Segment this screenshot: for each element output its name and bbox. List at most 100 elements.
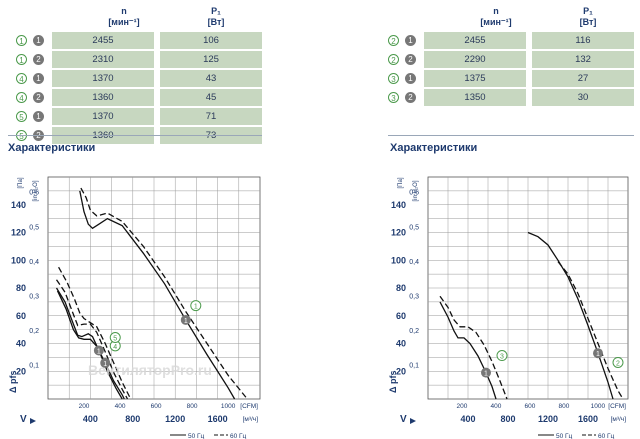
curve-marker-label: 1 xyxy=(97,348,101,355)
inh2o-tick-label: 0,4 xyxy=(29,259,39,266)
reference-badge: 2 xyxy=(388,35,399,46)
power-cell: 132 xyxy=(532,51,634,68)
m3h-tick-label: 400 xyxy=(460,414,475,424)
curve-marker xyxy=(100,357,111,368)
cfm-tick-label: 200 xyxy=(457,403,468,410)
power-cell: 125 xyxy=(160,51,262,68)
x-axis-arrow xyxy=(410,418,416,424)
watermark-text: ВентиляторPro.ru xyxy=(88,362,212,378)
reference-badge: 2 xyxy=(388,54,399,65)
m3h-tick-label: 400 xyxy=(83,414,98,424)
header-speed: n [мин⁻¹] xyxy=(480,6,512,27)
curve-badge: 1 xyxy=(33,35,44,46)
reference-marker-label: 5 xyxy=(113,336,117,343)
inh2o-tick-label: 0,3 xyxy=(409,293,419,300)
curve-marker xyxy=(93,345,104,356)
reference-badge: 5 xyxy=(16,111,27,122)
x-axis-title: V xyxy=(20,414,27,425)
m3h-tick-label: 800 xyxy=(125,414,140,424)
x-axis-arrow xyxy=(30,418,36,424)
curve-5-2-dashed xyxy=(58,266,132,400)
cfm-tick-label: 1000 xyxy=(591,403,606,410)
inh2o-unit-label: [in H₂O] xyxy=(33,180,39,201)
speed-cell: 2290 xyxy=(424,51,526,68)
m3h-tick-label: 800 xyxy=(500,414,515,424)
reference-marker xyxy=(496,350,508,362)
pa-tick-label: 100 xyxy=(391,255,406,265)
m3h-unit-label: [м³/ч] xyxy=(243,416,259,423)
inh2o-tick-label: 0,2 xyxy=(29,328,39,335)
inh2o-tick-label: 0,3 xyxy=(29,293,39,300)
cfm-unit-label: [CFM] xyxy=(608,403,626,410)
curve-marker xyxy=(481,367,491,378)
speed-cell: 2455 xyxy=(52,32,154,49)
pa-tick-label: 120 xyxy=(11,228,26,238)
header-power: P₁ [Вт] xyxy=(207,6,225,27)
pa-tick-label: 20 xyxy=(396,366,406,376)
inh2o-unit-label: [in H₂O] xyxy=(413,180,419,201)
curve-4-1-solid xyxy=(55,287,123,400)
speed-cell: 1350 xyxy=(424,89,526,106)
curve-4-2-dashed xyxy=(55,279,129,400)
curve-1-1-solid xyxy=(79,190,236,400)
inh2o-tick-label: 0,2 xyxy=(409,328,419,335)
curve-marker-label: 1 xyxy=(596,351,600,358)
header-power: P₁ [Вт] xyxy=(579,6,597,27)
curve-badge: 1 xyxy=(405,35,416,46)
curve-5-1-solid xyxy=(56,290,125,400)
reference-marker-label: 1 xyxy=(194,304,198,311)
curve-marker-label: 1 xyxy=(103,361,107,368)
pa-tick-label: 40 xyxy=(16,339,26,349)
power-cell: 116 xyxy=(532,32,634,49)
reference-marker xyxy=(612,356,624,368)
pa-tick-label: 40 xyxy=(396,339,406,349)
speed-cell: 1375 xyxy=(424,70,526,87)
speed-cell: 2455 xyxy=(424,32,526,49)
legend-solid-label: 50 Гц xyxy=(188,433,205,439)
m3h-unit-label: [м³/ч] xyxy=(611,416,627,423)
power-cell: 71 xyxy=(160,108,262,125)
power-cell: 27 xyxy=(532,70,634,87)
curve-marker-label: 1 xyxy=(184,318,188,325)
curve-badge: 2 xyxy=(33,54,44,65)
cfm-tick-label: 400 xyxy=(491,403,502,410)
m3h-tick-label: 1600 xyxy=(578,414,598,424)
power-cell: 45 xyxy=(160,89,262,106)
header-speed: n [мин⁻¹] xyxy=(108,6,140,27)
m3h-tick-label: 1200 xyxy=(538,414,558,424)
reference-marker-label: 4 xyxy=(113,344,117,351)
curve-marker-label: 1 xyxy=(484,371,488,378)
reference-badge: 1 xyxy=(16,35,27,46)
curve-badge: 2 xyxy=(405,54,416,65)
pa-unit-label: [Па] xyxy=(398,177,404,188)
inh2o-tick-label: 0,1 xyxy=(409,362,419,369)
section-divider xyxy=(388,135,634,136)
reference-badge: 4 xyxy=(16,73,27,84)
cfm-tick-label: 1000 xyxy=(221,403,236,410)
inh2o-tick-label: 0,4 xyxy=(409,259,419,266)
pa-tick-label: 80 xyxy=(396,283,406,293)
section-title-left: Характеристики xyxy=(8,142,96,154)
cfm-tick-label: 800 xyxy=(558,403,569,410)
pa-tick-label: 60 xyxy=(16,311,26,321)
speed-cell: 2310 xyxy=(52,51,154,68)
m3h-tick-label: 1600 xyxy=(208,414,228,424)
pa-unit-label: [Па] xyxy=(18,177,24,188)
legend-dashed-label: 60 Гц xyxy=(230,433,247,439)
y-axis-title: Δ pfs xyxy=(388,371,398,393)
curve-marker xyxy=(593,348,603,359)
pa-tick-label: 60 xyxy=(396,311,406,321)
reference-marker xyxy=(109,332,121,343)
curve-2-1-solid xyxy=(527,231,614,400)
legend-dashed-label: 60 Гц xyxy=(598,433,615,439)
x-axis-title: V xyxy=(400,414,407,425)
reference-badge: 4 xyxy=(16,92,27,103)
curve-badge: 1 xyxy=(33,111,44,122)
power-cell: 30 xyxy=(532,89,634,106)
inh2o-tick-label: 0,6 xyxy=(409,190,419,197)
curve-1-2-dashed xyxy=(80,187,248,400)
cfm-tick-label: 600 xyxy=(525,403,536,410)
reference-marker-label: 3 xyxy=(500,354,504,361)
cfm-tick-label: 600 xyxy=(151,403,162,410)
reference-badge: 1 xyxy=(16,54,27,65)
